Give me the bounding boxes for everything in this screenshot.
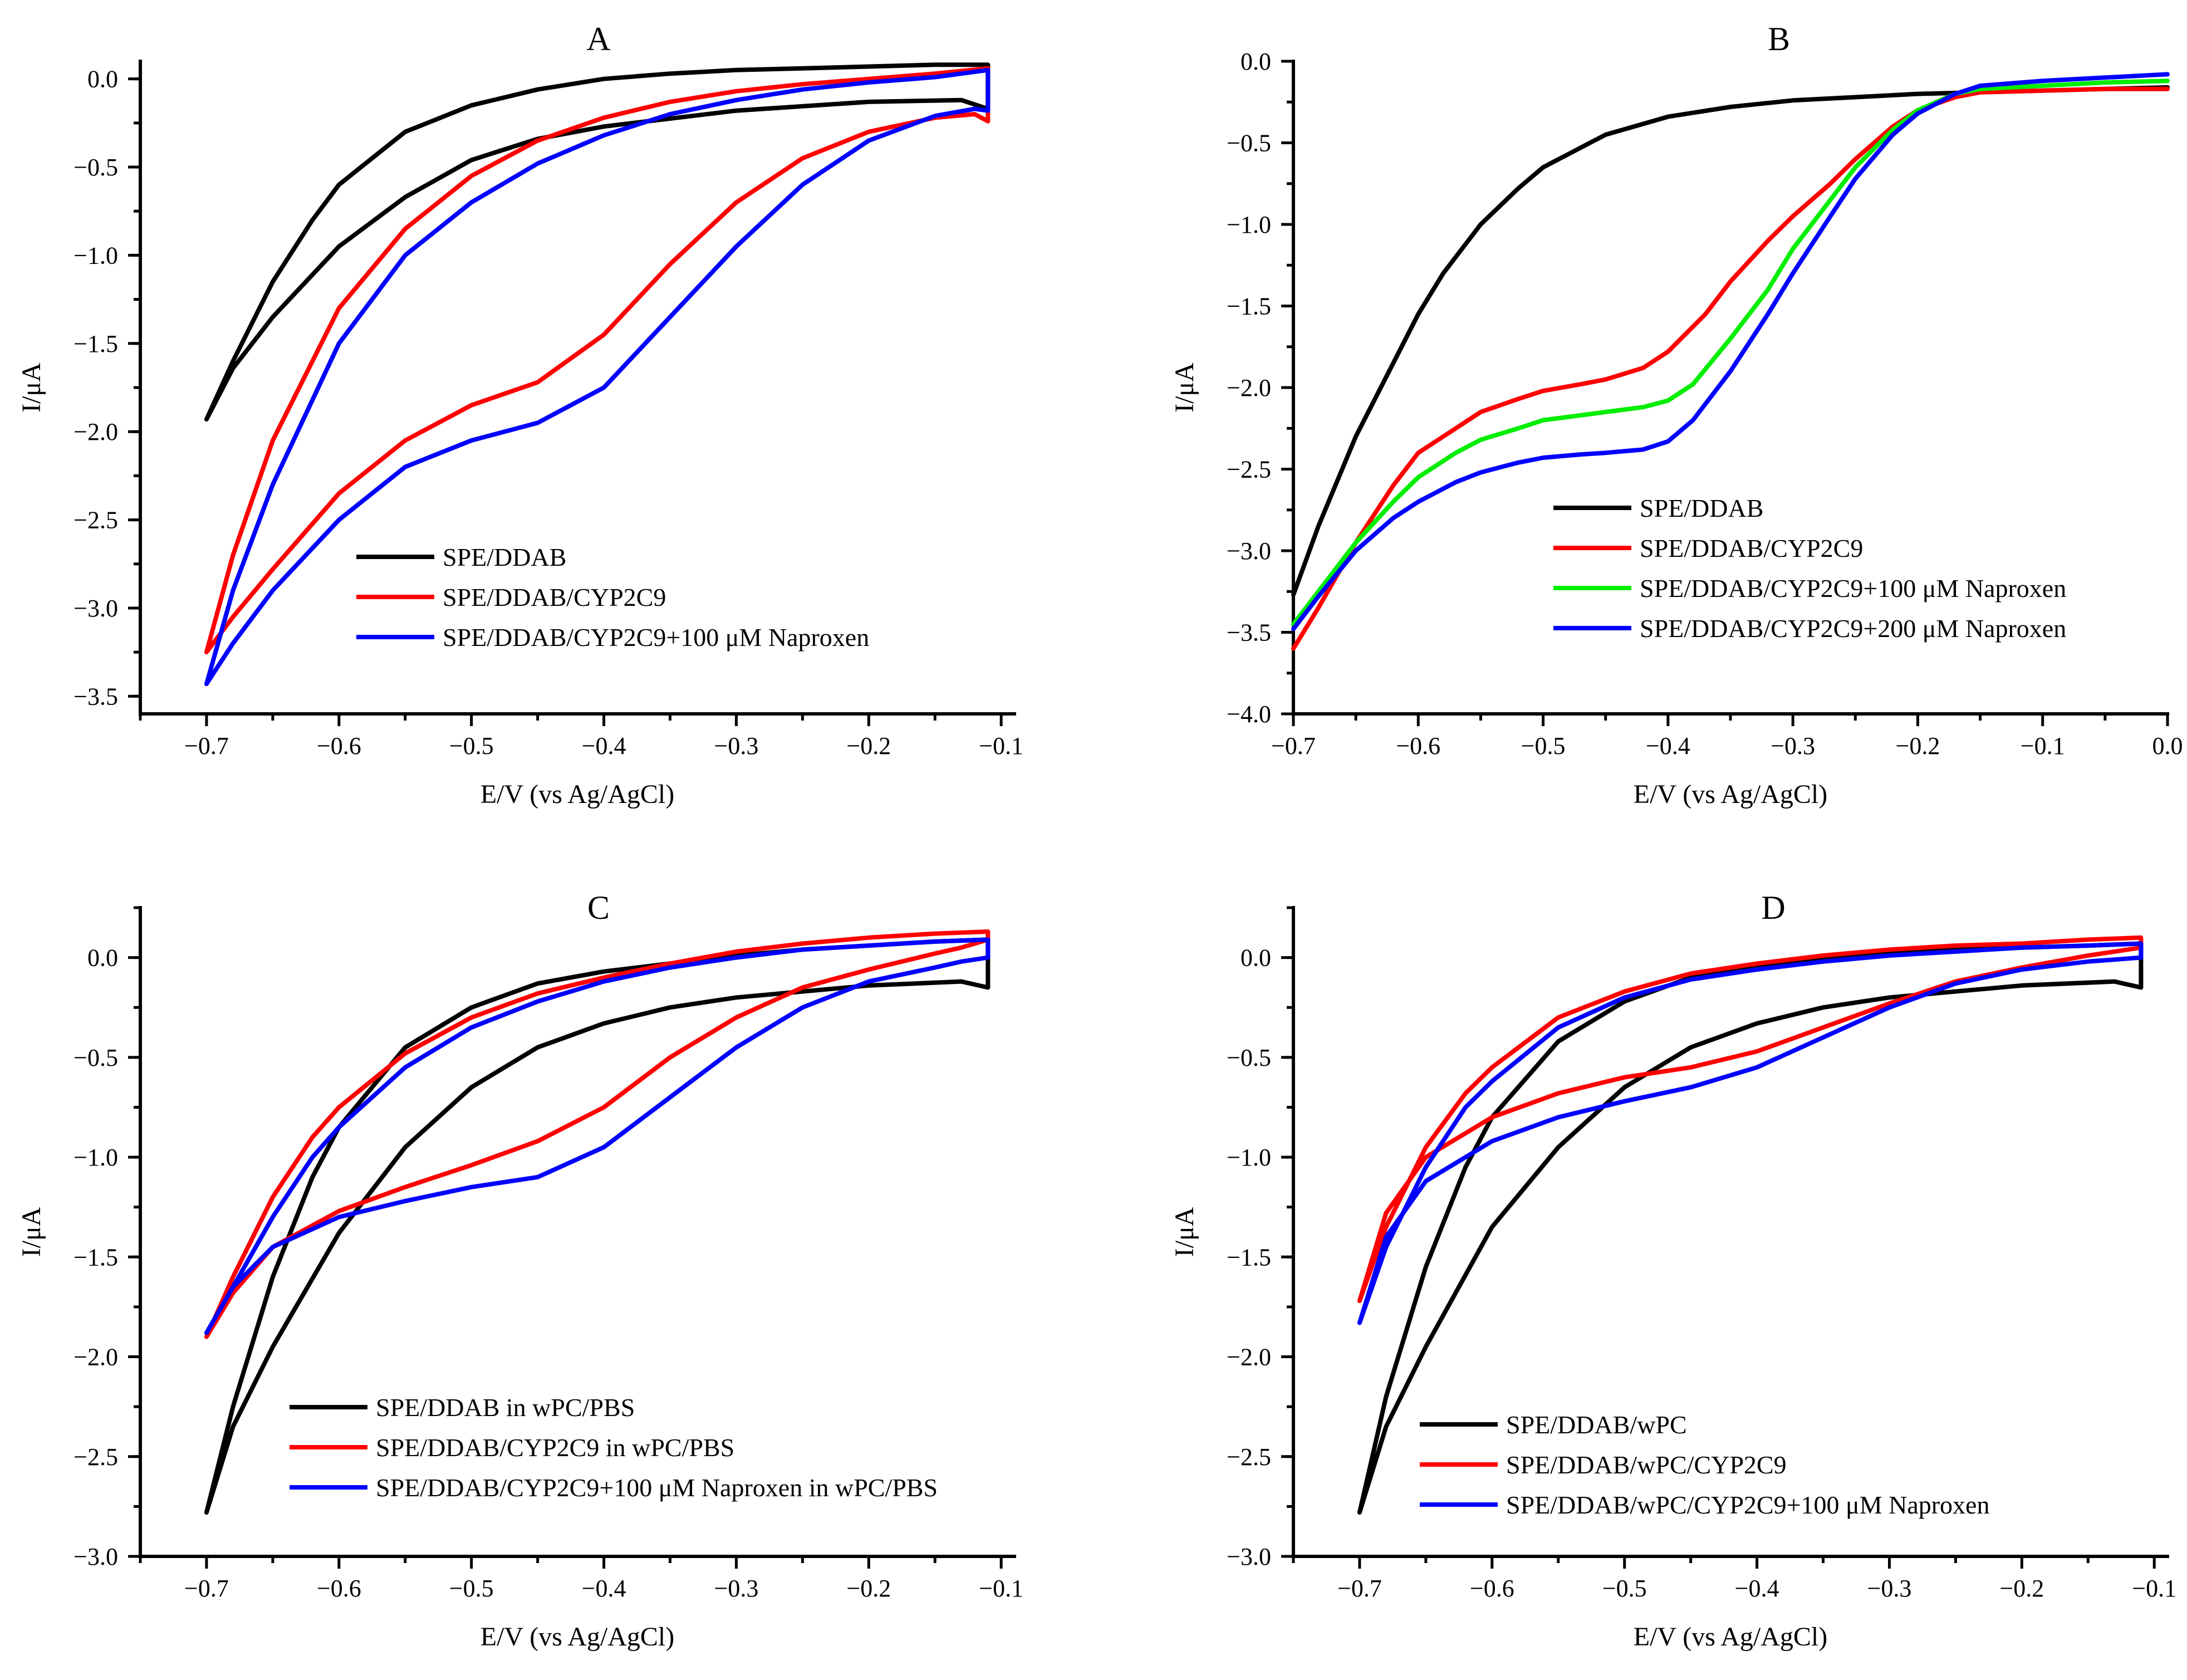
chart-panel-D: D −0.7 −0.6 −0.5 −0.4 −0.3 −0.2 −0.1 0.0 −0.5 −1.0… [1170,889,2176,1652]
legend-label: SPE/DDAB/CYP2C9 in wPC/PBS [376,1433,734,1462]
y-tick-label: −0.5 [1227,1044,1271,1071]
y-tick-label: −3.5 [73,683,118,710]
x-tick-label: −0.1 [2021,732,2065,760]
panel-title: B [1768,21,1790,57]
legend-label: SPE/DDAB/CYP2C9 [443,583,666,611]
x-tick-label: 0.0 [2152,732,2183,760]
legend-label: SPE/DDAB in wPC/PBS [376,1393,635,1422]
x-tick-label: −0.1 [979,1575,1023,1602]
x-tick-label: −0.7 [184,732,229,760]
x-tick-label: −0.2 [846,1575,891,1602]
x-tick-label: −0.1 [979,732,1023,760]
y-tick-label: −4.0 [1227,701,1271,728]
legend-label: SPE/DDAB/wPC [1506,1410,1687,1439]
y-tick-label: −3.0 [1227,1543,1271,1570]
y-tick-label: −3.5 [1227,619,1271,646]
x-tick-label: −0.7 [1337,1575,1382,1602]
x-axis-label: E/V (vs Ag/AgCl) [480,1622,674,1652]
y-tick-label: −2.0 [1227,374,1271,401]
y-tick-label: −1.5 [73,330,118,357]
y-tick-label: 0.0 [87,944,118,972]
legend-label: SPE/DDAB [1640,494,1763,522]
series-line-2 [1357,935,2144,1304]
y-tick-label: −1.5 [73,1243,118,1271]
y-tick-label: −2.0 [73,418,118,445]
y-tick-label: −2.5 [73,1443,118,1471]
legend-label: SPE/DDAB/wPC/CYP2C9+100 μM Naproxen [1506,1491,1989,1519]
x-tick-label: −0.5 [1602,1575,1647,1602]
x-axis-label: E/V (vs Ag/AgCl) [1634,780,1827,809]
y-tick-label: −3.0 [73,595,118,622]
x-tick-label: −0.6 [317,732,361,760]
x-tick-label: −0.5 [1521,732,1566,760]
y-tick-label: −1.0 [73,1144,118,1171]
x-tick-label: −0.2 [1999,1575,2044,1602]
legend-label: SPE/DDAB/wPC/CYP2C9 [1506,1451,1787,1479]
x-tick-label: −0.2 [1896,732,1940,760]
y-tick-label: −3.0 [1227,537,1271,565]
x-tick-label: −0.4 [1646,732,1690,760]
x-tick-label: −0.3 [1867,1575,1912,1602]
x-tick-label: −0.4 [582,1575,626,1602]
y-tick-label: −0.5 [1227,130,1271,157]
y-tick-label: −1.0 [1227,211,1271,238]
y-tick-label: −0.5 [73,154,118,181]
y-tick-label: −2.5 [1227,456,1271,483]
series-line-3 [1357,941,2144,1325]
x-tick-label: −0.3 [714,1575,759,1602]
y-axis-label: I/μA [17,1207,46,1257]
y-tick-label: −3.0 [73,1543,118,1570]
y-tick-label: −1.5 [1227,293,1271,320]
y-tick-label: −2.0 [73,1344,118,1371]
x-tick-label: −0.7 [184,1575,229,1602]
series-line-2 [204,929,990,1339]
y-tick-label: 0.0 [87,66,118,93]
panel-title: C [587,889,610,926]
x-axis-label: E/V (vs Ag/AgCl) [1634,1622,1827,1652]
y-tick-label: −2.0 [1227,1344,1271,1371]
series-line-3 [204,937,990,1335]
x-tick-label: −0.4 [582,732,626,760]
legend-label: SPE/DDAB/CYP2C9 [1640,534,1863,562]
x-tick-label: −0.3 [1771,732,1815,760]
y-tick-label: 0.0 [1240,944,1271,972]
x-tick-label: −0.6 [1396,732,1440,760]
legend-label: SPE/DDAB/CYP2C9+100 μM Naproxen [443,623,869,652]
legend-label: SPE/DDAB [443,543,566,571]
y-axis-label: I/μA [1170,1207,1199,1257]
x-tick-label: −0.3 [714,732,759,760]
series-line-4 [1291,72,2170,631]
y-axis-label: I/μA [17,363,46,413]
series-line-1 [204,62,990,422]
x-tick-label: −0.6 [1470,1575,1514,1602]
x-tick-label: −0.4 [1735,1575,1779,1602]
legend-label: SPE/DDAB/CYP2C9+200 μM Naproxen [1640,614,2066,643]
y-axis-label: I/μA [1170,363,1199,413]
panel-title: D [1761,889,1785,926]
y-tick-label: −2.5 [1227,1443,1271,1471]
series-line-3 [204,67,990,687]
chart-panel-C: C −0.7 −0.6 −0.5 −0.4 −0.3 −0.2 −0.1 0.0 −0.5 −1.0… [17,889,1023,1652]
panel-title: A [586,21,610,57]
legend-label: SPE/DDAB/CYP2C9+100 μM Naproxen in wPC/P… [376,1473,938,1502]
y-tick-label: −2.5 [73,507,118,534]
x-axis-label: E/V (vs Ag/AgCl) [480,780,674,809]
y-tick-label: −1.0 [73,242,118,269]
x-tick-label: −0.6 [317,1575,361,1602]
y-tick-label: −1.5 [1227,1243,1271,1271]
y-tick-label: 0.0 [1240,48,1271,75]
x-tick-label: −0.5 [449,1575,494,1602]
x-tick-label: −0.5 [449,732,494,760]
y-tick-label: −1.0 [1227,1144,1271,1171]
x-tick-label: −0.1 [2132,1575,2176,1602]
y-tick-label: −0.5 [73,1044,118,1071]
x-tick-label: −0.7 [1271,732,1316,760]
series-line-2 [204,66,990,655]
x-tick-label: −0.2 [846,732,891,760]
legend-label: SPE/DDAB/CYP2C9+100 μM Naproxen [1640,574,2066,603]
chart-panel-A: A −0.7 −0.6 −0.5 −0.4 −0.3 −0.2 −0.1 0.0 −0.5 −1.0… [17,21,1023,809]
chart-panel-B: B −0.7 −0.6 −0.5 −0.4 −0.3 −0.2 −0.1 0.0 0.0 −0.5 −… [1170,21,2183,809]
series-line-1 [1357,941,2144,1515]
